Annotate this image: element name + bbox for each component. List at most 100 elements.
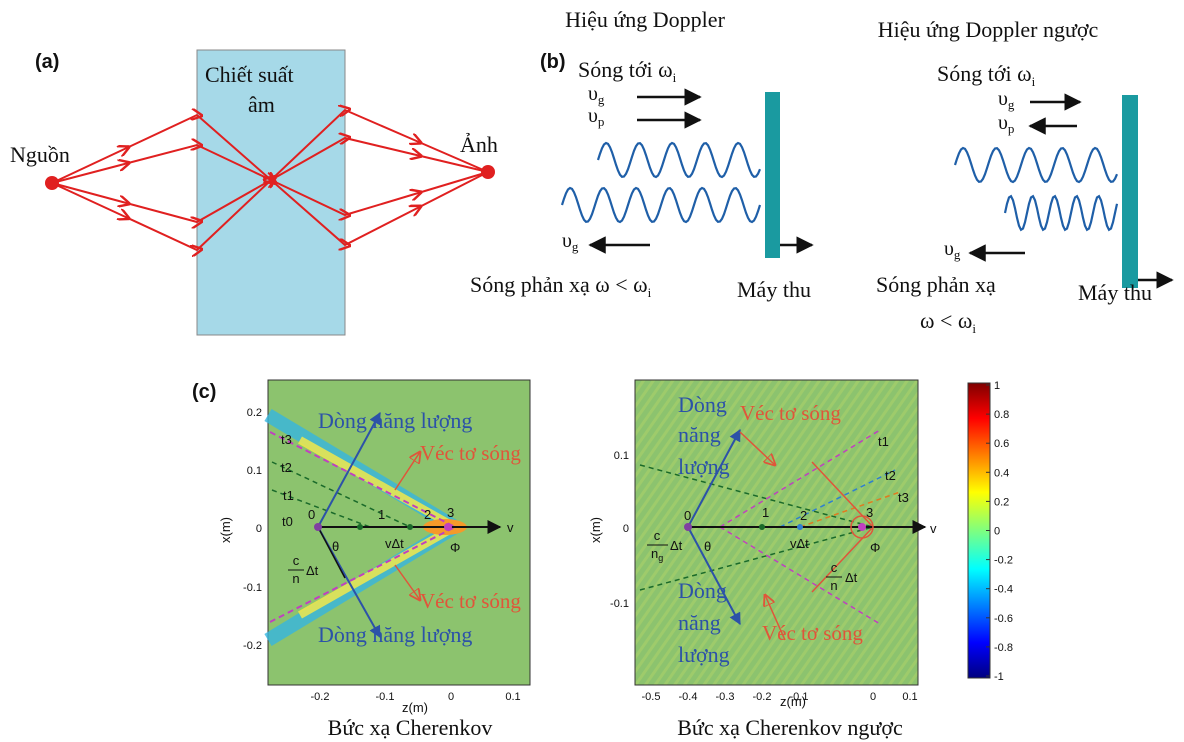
incident-label: Sóng tới ωi [578,57,677,85]
panel-label: (c) [192,381,216,403]
incident-text: Sóng tới ω [937,61,1032,86]
point-label: 0 [308,507,315,522]
v-label: v [930,521,937,536]
phi-label: Φ [870,540,880,555]
energy-label: lượng [678,454,730,479]
theta-label: θ [332,539,339,554]
incident-sub: i [673,70,677,85]
colorbar-tick-label: -0.2 [994,555,1013,567]
point-label: 1 [378,507,385,522]
vdt-label: vΔt [385,536,404,551]
point [759,524,765,530]
point [858,523,866,531]
vg-text: υ [562,230,572,252]
vp-sub: p [1008,121,1015,136]
x-tick-label: -0.5 [642,691,661,703]
frac-tail: Δt [670,538,683,553]
point-label: 3 [866,505,873,520]
reflected-sub: i [972,321,976,336]
wave [955,148,1117,182]
point [444,523,452,531]
x-tick-label: -0.3 [716,691,735,703]
receiver-label: Máy thu [1078,280,1152,305]
time-label: t1 [283,488,294,503]
colorbar-tick-label: 0 [994,526,1000,538]
reflected-text: Sóng phản xạ ω < ω [470,272,648,297]
colorbar-tick-label: -0.4 [994,584,1013,596]
image-label: Ảnh [460,132,498,157]
wave-vector-label: Véc tơ sóng [420,441,521,465]
time-label: t3 [898,490,909,505]
frac-den-sub: g [658,553,663,563]
colorbar-tick-label: -0.6 [994,613,1013,625]
page: Doppler và Cherenkov html, body { margin… [0,0,1184,742]
colorbar-tick-label: -1 [994,671,1004,683]
point [314,523,322,531]
y-tick-label: -0.2 [243,640,262,652]
vdt-label: vΔt [790,536,809,551]
x-tick-label: 0.1 [902,691,917,703]
doppler-title: Hiệu ứng Doppler [565,7,725,32]
incident-label: Sóng tới ωi [937,61,1036,89]
phi-label: Φ [450,540,460,555]
wave-vector-label: Véc tơ sóng [740,401,841,425]
y-tick-label: 0.2 [247,407,262,419]
x-tick-label: -0.4 [679,691,698,703]
point-label: 2 [800,508,807,523]
time-label: t3 [281,432,292,447]
vg-sub: g [1008,97,1015,112]
x-tick-label: -0.1 [790,691,809,703]
vg-sub: g [572,239,579,254]
y-tick-label: 0.1 [614,450,629,462]
colorbar-tick-label: 0.8 [994,409,1009,421]
frac-num: c [293,553,300,568]
reflected-sub: i [648,285,652,300]
caption: Bức xạ Cherenkov ngược [677,715,903,740]
vp-label: υp [588,105,604,129]
x-tick-label: 0.1 [505,691,520,703]
figure: (a) Chiết suất âm Nguồn Ảnh (b) Hiệu ứng… [0,0,1184,742]
panel-label: (b) [540,51,566,73]
point-label: 1 [762,505,769,520]
y-axis-label: x(m) [588,517,603,543]
energy-label: Dòng năng lượng [318,408,472,433]
point [684,523,692,531]
time-label: t2 [885,468,896,483]
time-label: t1 [878,434,889,449]
source-label: Nguồn [10,142,70,167]
wave-vector-label: Véc tơ sóng [762,621,863,645]
point-label: 0 [684,508,691,523]
frac-num: c [831,560,838,575]
incident-sub: i [1032,74,1036,89]
x-tick-label: 0 [448,691,454,703]
colorbar-tick-label: 1 [994,380,1000,392]
reflected-label: ω < ωi [920,308,976,336]
frac-tail: Δt [306,563,319,578]
vg-text: υ [944,238,954,260]
energy-label: năng [678,610,721,635]
frac-den-text: n [651,546,658,561]
colorbar-tick-label: -0.8 [994,642,1013,654]
y-tick-label: -0.1 [610,598,629,610]
point-label: 3 [447,505,454,520]
theta-label: θ [704,539,711,554]
vp-text: υ [588,105,598,127]
caption: Bức xạ Cherenkov [328,715,493,740]
vp-label: υp [998,112,1014,136]
waves [562,143,1117,230]
slab-text: âm [248,92,275,117]
point [357,524,363,530]
energy-label: Dòng [678,578,727,603]
time-label: t0 [282,514,293,529]
x-axis-label: z(m) [402,700,428,715]
vp-text: υ [998,112,1008,134]
wave-vector-label: Véc tơ sóng [420,589,521,613]
x-tick-label: -0.1 [376,691,395,703]
v-label: v [507,520,514,535]
y-tick-label: 0.1 [247,465,262,477]
source-dot [45,176,59,190]
frac-den: n [292,571,299,586]
y-tick-label: -0.1 [243,582,262,594]
incident-text: Sóng tới ω [578,57,673,82]
receiver-bar [1122,95,1138,288]
